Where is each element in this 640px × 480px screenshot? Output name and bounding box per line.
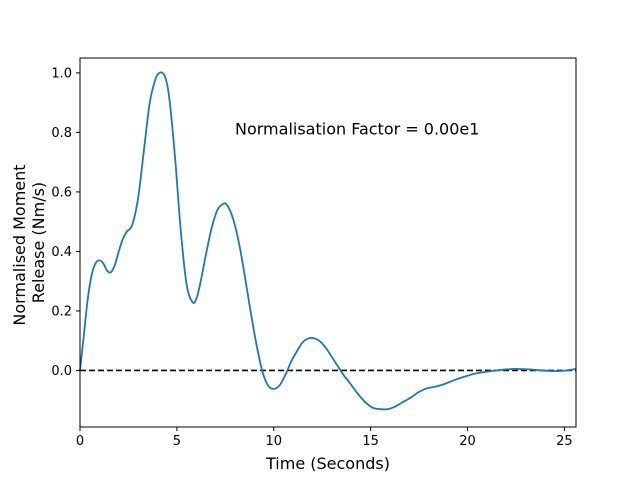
y-tick-label: 1.0 xyxy=(51,66,72,81)
y-axis-label: Normalised Moment Release (Nm/s) xyxy=(10,159,48,325)
y-tick-label: 0.0 xyxy=(51,364,72,379)
x-tick-label: 5 xyxy=(173,434,181,449)
y-axis-label-line-1: Normalised Moment xyxy=(10,164,29,325)
y-axis-label-line-2: Release (Nm/s) xyxy=(29,182,48,303)
axes-frame xyxy=(79,57,577,428)
x-tick-label: 20 xyxy=(459,434,476,449)
x-tick-label: 0 xyxy=(76,434,84,449)
x-tick-label: 15 xyxy=(362,434,379,449)
x-ticks: 0 5 10 15 20 25 xyxy=(76,427,573,449)
series-line-0 xyxy=(79,71,577,411)
annotation: Normalisation Factor = 0.00e1 xyxy=(235,119,479,138)
y-tick-label: 0.6 xyxy=(51,185,72,200)
y-tick-label: 0.4 xyxy=(51,245,72,260)
x-tick-label: 25 xyxy=(556,434,573,449)
y-ticks: 0.0 0.2 0.4 0.6 0.8 1.0 xyxy=(51,66,80,379)
series-layer xyxy=(79,71,577,411)
y-tick-label: 0.2 xyxy=(51,304,72,319)
x-tick-label: 10 xyxy=(265,434,282,449)
x-axis-label: Time (Seconds) xyxy=(265,454,390,473)
y-tick-label: 0.8 xyxy=(51,126,72,141)
